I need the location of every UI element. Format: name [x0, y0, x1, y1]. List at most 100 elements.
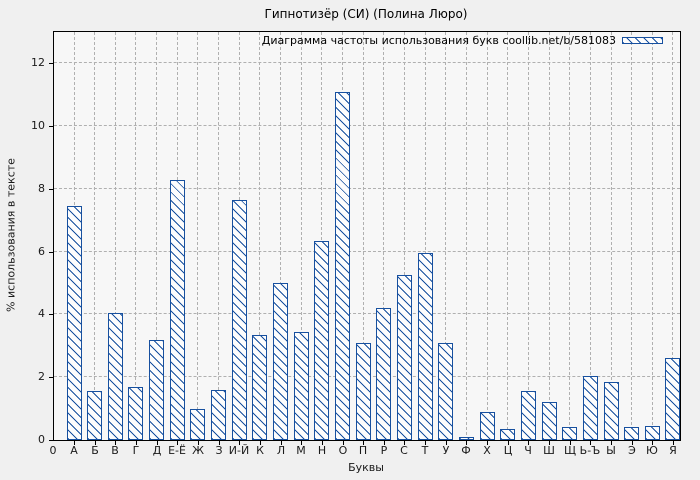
x-tick-label: Ж — [192, 444, 204, 457]
x-tick-label: Ф — [461, 444, 471, 457]
y-tick-label: 2 — [38, 370, 45, 383]
x-tick-label: Е-Ё — [168, 444, 186, 457]
x-origin-label: 0 — [49, 444, 57, 457]
x-tick-mark — [219, 441, 220, 445]
bar-Ы — [603, 382, 619, 440]
x-tick-label: У — [442, 444, 450, 457]
x-tick-label: О — [338, 444, 348, 457]
v-gridline — [321, 32, 323, 440]
x-tick-label: Э — [628, 444, 636, 457]
v-gridline — [197, 32, 199, 440]
v-gridline — [300, 32, 302, 440]
v-gridline — [651, 32, 653, 440]
x-tick-mark — [363, 441, 364, 445]
x-tick-label: Ч — [524, 444, 532, 457]
v-gridline — [507, 32, 509, 440]
bar-Х — [479, 412, 495, 440]
x-tick-mark — [177, 441, 178, 445]
v-gridline — [486, 32, 488, 440]
h-gridline — [54, 187, 680, 189]
v-gridline — [280, 32, 282, 440]
x-tick-mark — [95, 441, 96, 445]
y-tick-mark — [49, 252, 53, 253]
x-tick-mark — [260, 441, 261, 445]
plot-area — [53, 31, 681, 441]
x-tick-mark — [404, 441, 405, 445]
x-tick-mark — [281, 441, 282, 445]
bar-Л — [273, 283, 289, 440]
x-tick-label: С — [400, 444, 408, 457]
bar-Щ — [562, 427, 578, 440]
y-tick-mark — [49, 126, 53, 127]
x-tick-label: Б — [91, 444, 99, 457]
x-tick-label: П — [358, 444, 368, 457]
x-tick-label: Р — [380, 444, 388, 457]
bar-П — [355, 343, 371, 440]
x-tick-label: Ю — [646, 444, 658, 457]
bar-З — [211, 390, 227, 440]
v-gridline — [589, 32, 591, 440]
x-tick-mark — [590, 441, 591, 445]
x-tick-label: Ш — [543, 444, 555, 457]
y-tick-label: 4 — [38, 307, 45, 320]
bar-С — [396, 275, 412, 440]
y-tick-mark — [49, 63, 53, 64]
bar-Д — [149, 340, 165, 440]
y-tick-label: 0 — [38, 433, 45, 446]
x-tick-mark — [198, 441, 199, 445]
y-tick-label: 12 — [31, 56, 45, 69]
v-gridline — [383, 32, 385, 440]
x-tick-label: Г — [132, 444, 140, 457]
x-tick-mark — [239, 441, 240, 445]
x-tick-label: М — [296, 444, 306, 457]
v-gridline — [403, 32, 405, 440]
x-tick-label: Л — [276, 444, 286, 457]
y-tick-label: 8 — [38, 182, 45, 195]
x-tick-mark — [611, 441, 612, 445]
bar-М — [293, 332, 309, 440]
v-gridline — [362, 32, 364, 440]
x-tick-label: Ь-Ъ — [579, 444, 601, 457]
x-tick-label: Я — [669, 444, 677, 457]
bar-Э — [624, 427, 640, 440]
bar-Ю — [644, 426, 660, 440]
h-gridline — [54, 313, 680, 315]
x-tick-mark — [652, 441, 653, 445]
bar-В — [107, 313, 123, 440]
y-tick-label: 6 — [38, 245, 45, 258]
y-tick-label: 10 — [31, 119, 45, 132]
h-gridline — [54, 250, 680, 252]
bar-Р — [376, 308, 392, 440]
v-gridline — [259, 32, 261, 440]
x-tick-mark — [157, 441, 158, 445]
x-tick-label: А — [70, 444, 78, 457]
x-tick-mark — [343, 441, 344, 445]
bar-О — [335, 92, 350, 440]
bar-Т — [417, 253, 433, 440]
x-tick-mark — [466, 441, 467, 445]
x-tick-label: Щ — [563, 444, 577, 457]
x-axis-label: Буквы — [348, 461, 384, 474]
x-tick-mark — [115, 441, 116, 445]
v-gridline — [610, 32, 612, 440]
x-tick-label: Х — [483, 444, 491, 457]
bar-К — [252, 335, 268, 440]
x-tick-label: К — [256, 444, 264, 457]
x-tick-label: Ы — [606, 444, 616, 457]
bar-Ь-Ъ — [582, 376, 598, 440]
x-tick-mark — [446, 441, 447, 445]
x-tick-label: И-Й — [228, 444, 250, 457]
bar-Е-Ё — [169, 180, 185, 440]
bar-Г — [128, 387, 144, 440]
x-tick-label: Т — [421, 444, 429, 457]
v-gridline — [424, 32, 426, 440]
y-tick-mark — [49, 314, 53, 315]
x-tick-mark — [384, 441, 385, 445]
v-gridline — [135, 32, 137, 440]
y-tick-mark — [49, 189, 53, 190]
x-tick-mark — [528, 441, 529, 445]
v-gridline — [114, 32, 116, 440]
bar-Ч — [520, 391, 536, 440]
x-tick-label: Ц — [503, 444, 513, 457]
